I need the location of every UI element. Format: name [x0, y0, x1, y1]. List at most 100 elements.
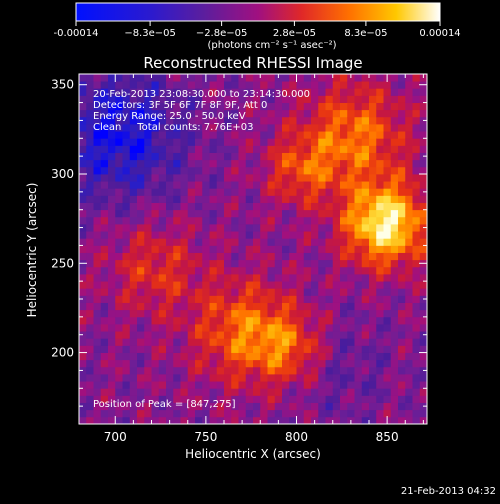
heatmap-cell [180, 388, 189, 396]
heatmap-cell [166, 116, 174, 125]
heatmap-cell [347, 81, 355, 89]
heatmap-cell [390, 238, 399, 246]
heatmap-cell [419, 138, 427, 146]
heatmap-cell [267, 366, 276, 375]
heatmap-cell [216, 388, 225, 396]
heatmap-cell [180, 274, 189, 282]
heatmap-cell [282, 252, 290, 261]
heatmap-cell [361, 238, 370, 246]
heatmap-cell [158, 88, 167, 96]
heatmap-cell [361, 366, 370, 375]
heatmap-cell [216, 345, 225, 353]
heatmap-cell [274, 366, 283, 375]
heatmap-cell [383, 381, 392, 389]
heatmap-cell [79, 338, 87, 346]
heatmap-cell [180, 102, 189, 111]
heatmap-cell [245, 202, 254, 211]
heatmap-cell [122, 395, 131, 403]
heatmap-cell [303, 388, 312, 396]
heatmap-cell [340, 374, 348, 382]
heatmap-cell [325, 359, 334, 368]
heatmap-cell [202, 381, 210, 389]
heatmap-cell [245, 181, 254, 189]
heatmap-cell [412, 216, 421, 225]
heatmap-cell [202, 216, 210, 225]
heatmap-cell [390, 174, 399, 182]
heatmap-cell [390, 309, 399, 318]
heatmap-cell [311, 245, 319, 253]
heatmap-cell [115, 216, 123, 225]
heatmap-cell [224, 95, 232, 103]
heatmap-cell [354, 102, 363, 111]
heatmap-cell [267, 174, 276, 182]
heatmap-cell [376, 102, 384, 111]
heatmap-cell [180, 266, 189, 275]
heatmap-cell [158, 374, 167, 382]
heatmap-cell [289, 345, 297, 353]
heatmap-cell [137, 145, 145, 153]
heatmap-cell [137, 374, 145, 382]
heatmap-cell [93, 309, 102, 318]
colorbar-tick-label: −2.8e−05 [196, 28, 248, 39]
heatmap-cell [318, 231, 326, 239]
heatmap-cell [311, 359, 319, 368]
heatmap-cell [412, 245, 421, 253]
heatmap-cell [224, 181, 232, 189]
heatmap-cell [173, 145, 181, 153]
heatmap-cell [245, 252, 254, 261]
heatmap-cell [390, 409, 399, 418]
heatmap-cell [354, 331, 363, 339]
heatmap-cell [332, 224, 341, 232]
heatmap-cell [332, 331, 341, 339]
heatmap-cell [419, 281, 427, 289]
heatmap-cell [245, 359, 254, 368]
heatmap-cell [180, 259, 189, 268]
heatmap-cell [369, 95, 377, 103]
heatmap-cell [231, 245, 239, 253]
heatmap-cell [187, 395, 196, 403]
heatmap-cell [347, 166, 355, 175]
heatmap-cell [245, 352, 254, 361]
heatmap-cell [202, 224, 210, 232]
heatmap-cell [354, 181, 363, 189]
y-tick-label: 350 [51, 78, 74, 92]
heatmap-cell [137, 324, 145, 332]
heatmap-cell [369, 81, 377, 89]
heatmap-cell [224, 381, 232, 389]
heatmap-cell [311, 366, 319, 375]
heatmap-cell [79, 74, 87, 82]
heatmap-cell [129, 409, 138, 418]
heatmap-cell [144, 102, 152, 111]
heatmap-cell [398, 245, 406, 253]
heatmap-cell [166, 138, 174, 146]
heatmap-cell [303, 231, 312, 239]
heatmap-cell [245, 295, 254, 303]
heatmap-cell [253, 109, 261, 118]
heatmap-cell [289, 238, 297, 246]
heatmap-cell [332, 145, 341, 153]
heatmap-cell [398, 124, 406, 132]
heatmap-cell [166, 295, 174, 303]
heatmap-cell [296, 181, 305, 189]
heatmap-cell [419, 216, 427, 225]
heatmap-cell [412, 374, 421, 382]
heatmap-cell [173, 331, 181, 339]
heatmap-cell [166, 281, 174, 289]
heatmap-cell [325, 238, 334, 246]
heatmap-cell [195, 238, 203, 246]
heatmap-cell [187, 259, 196, 268]
annotation-time-range: 20-Feb-2013 23:08:30.000 to 23:14:30.000 [93, 89, 310, 100]
heatmap-cell [318, 395, 326, 403]
heatmap-cell [383, 295, 392, 303]
heatmap-cell [412, 259, 421, 268]
heatmap-cell [253, 81, 261, 89]
heatmap-cell [79, 88, 87, 96]
heatmap-cell [129, 366, 138, 375]
heatmap-cell [216, 195, 225, 203]
heatmap-cell [224, 159, 232, 168]
heatmap-cell [347, 131, 355, 139]
heatmap-cell [267, 359, 276, 368]
footer-timestamp: 21-Feb-2013 04:32 [401, 486, 496, 497]
heatmap-cell [398, 316, 406, 325]
heatmap-cell [202, 309, 210, 318]
